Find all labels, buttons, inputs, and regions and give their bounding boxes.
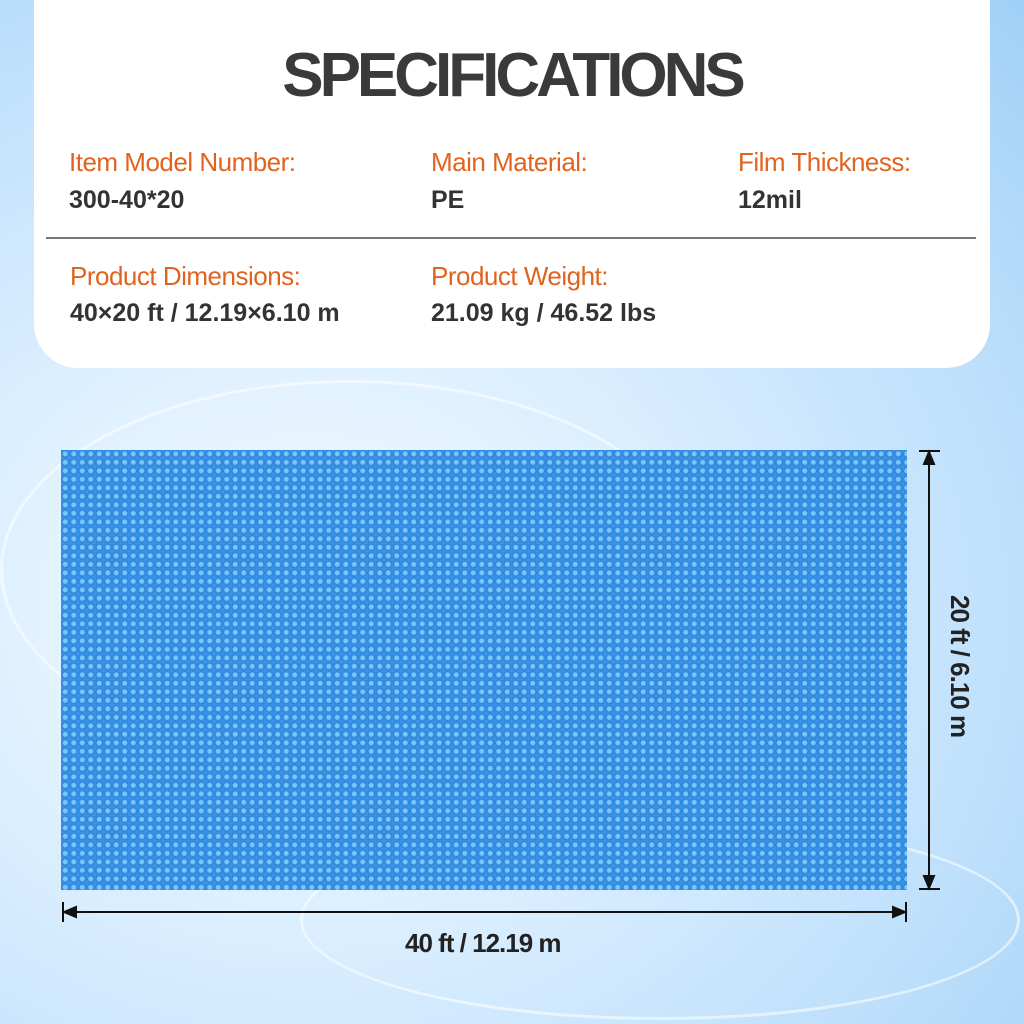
page-title: SPECIFICATIONS [282,41,746,110]
spec-label-thickness: Film Thickness: [738,147,911,177]
spec-value-weight: 21.09 kg / 46.52 lbs [431,299,657,327]
divider [46,237,976,239]
spec-card: SPECIFICATIONS [34,0,990,368]
spec-label-weight: Product Weight: [431,261,609,291]
spec-label-model: Item Model Number: [69,147,296,177]
spec-value-model: 300-40*20 [69,186,185,214]
spec-label-material: Main Material: [431,147,588,177]
width-label: 40 ft / 12.19 m [405,928,562,958]
spec-value-material: PE [431,186,465,214]
height-label: 20 ft / 6.10 m [945,595,975,738]
spec-label-dimensions: Product Dimensions: [70,261,301,291]
pool-cover-image [61,450,907,890]
spec-value-dimensions: 40×20 ft / 12.19×6.10 m [70,299,340,327]
spec-value-thickness: 12mil [738,186,802,214]
